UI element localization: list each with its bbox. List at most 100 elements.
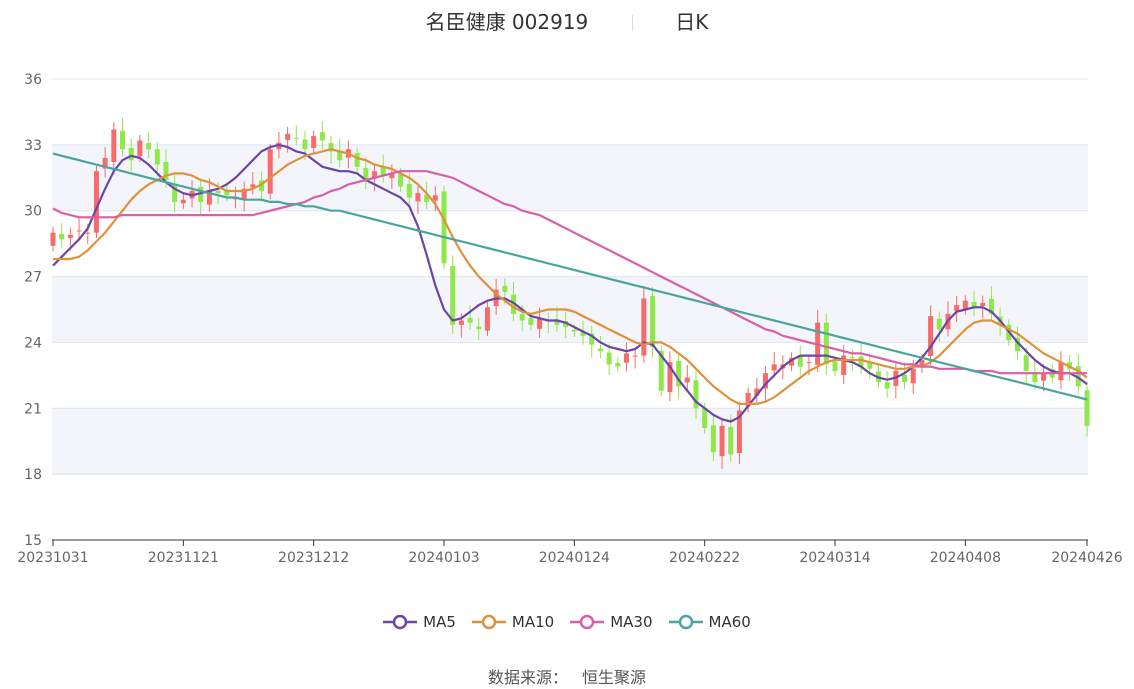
candle-body [241,188,247,199]
candle-body [806,362,812,364]
candle-body [285,133,291,141]
legend-item-ma60[interactable]: MA60 [668,613,751,631]
candle-body [128,147,134,161]
source-provider: 恒生聚源 [582,668,647,687]
candle-body [215,190,221,194]
candle-body [1058,362,1064,381]
candle-body [580,331,586,336]
candle-body [971,302,977,308]
legend-item-ma10[interactable]: MA10 [471,613,555,631]
legend-marker-ma30 [570,614,605,630]
y-tick-label: 15 [24,533,42,549]
candle-body [259,180,265,191]
candle-body [467,317,473,323]
candle-body [111,129,117,162]
candle-body [302,139,308,150]
candle-body [1032,372,1038,382]
x-tick-label: 20240124 [539,550,610,566]
candle-body [615,363,621,367]
candle-body [398,173,404,187]
candle-body [667,362,673,393]
chart-title: 名臣健康 002919 日K [0,6,1134,35]
candle-body [85,232,91,234]
y-tick-label: 30 [24,204,42,220]
candle-body [406,183,412,198]
candle-body [771,364,777,371]
candle-body [250,184,256,188]
x-tick-label: 20240314 [799,550,870,566]
source-label: 数据来源： [487,668,568,687]
candle-body [450,266,456,325]
candle-body [224,190,230,196]
grid-band [52,474,1088,540]
legend-label-ma60: MA60 [708,613,751,631]
y-tick-label: 33 [24,138,42,154]
candle-body [519,313,525,321]
stock-name: 名臣健康 002919 [425,10,589,34]
grid-band [52,210,1088,277]
candle-body [198,187,204,202]
candle-body [589,333,595,345]
candle-body [719,425,725,457]
candle-body [1041,373,1047,381]
candle-body [676,360,682,387]
candle-body [902,374,908,382]
candle-body [172,183,178,202]
candle-body [650,295,656,347]
candle-body [163,161,169,180]
candle-body [597,348,603,352]
x-tick-label: 20240222 [669,550,740,566]
candle-body [563,320,569,328]
candle-body [693,380,699,409]
legend-marker-ma10 [471,614,506,630]
legend-label-ma30: MA30 [610,613,653,631]
candle-body [936,318,942,330]
candle-body [146,143,152,150]
candlestick-chart: 15 18 21 24 27 30 33 36 20231031 20231121 20231212… [17,72,1122,566]
legend-label-ma10: MA10 [511,613,555,631]
x-tick-label: 20231031 [17,550,88,566]
candle-body [763,373,769,389]
candle-body [606,352,612,365]
candle-body [754,388,760,396]
candle-body [50,232,56,246]
grid-band [52,408,1088,475]
candle-body [728,427,734,455]
candle-body [328,143,334,152]
legend-item-ma5[interactable]: MA5 [383,613,456,631]
candle-body [206,190,212,205]
data-source: 数据来源： 恒生聚源 [0,664,1134,688]
y-tick-label: 24 [24,335,42,351]
y-tick-label: 36 [24,72,42,88]
candle-body [858,356,864,367]
candle-body [102,158,108,169]
title-divider [632,15,634,31]
candle-body [710,425,716,453]
candle-body [502,285,508,292]
candle-body [823,322,829,365]
candle-body [484,307,490,331]
candle-body [571,329,577,332]
legend-marker-ma5 [383,614,418,630]
candle-body [76,230,82,232]
candle-body [988,298,994,314]
candle-body [537,318,543,329]
candle-body [93,171,99,233]
candle-body [867,362,873,369]
candle-body [684,377,690,383]
candle-body [120,130,126,150]
candle-body [293,137,299,139]
candle-body [441,191,447,264]
candle-body [1014,337,1020,352]
y-tick-label: 18 [24,467,42,483]
candle-body [67,234,73,238]
candle-body [745,392,751,407]
legend-marker-ma60 [668,614,703,630]
candle-body [354,153,360,167]
candle-body [736,410,742,454]
legend-item-ma30[interactable]: MA30 [570,613,653,631]
series-line-ma60 [52,152,1088,401]
candle-body [363,168,369,180]
candle-body [632,355,638,357]
candle-body [1084,390,1090,426]
